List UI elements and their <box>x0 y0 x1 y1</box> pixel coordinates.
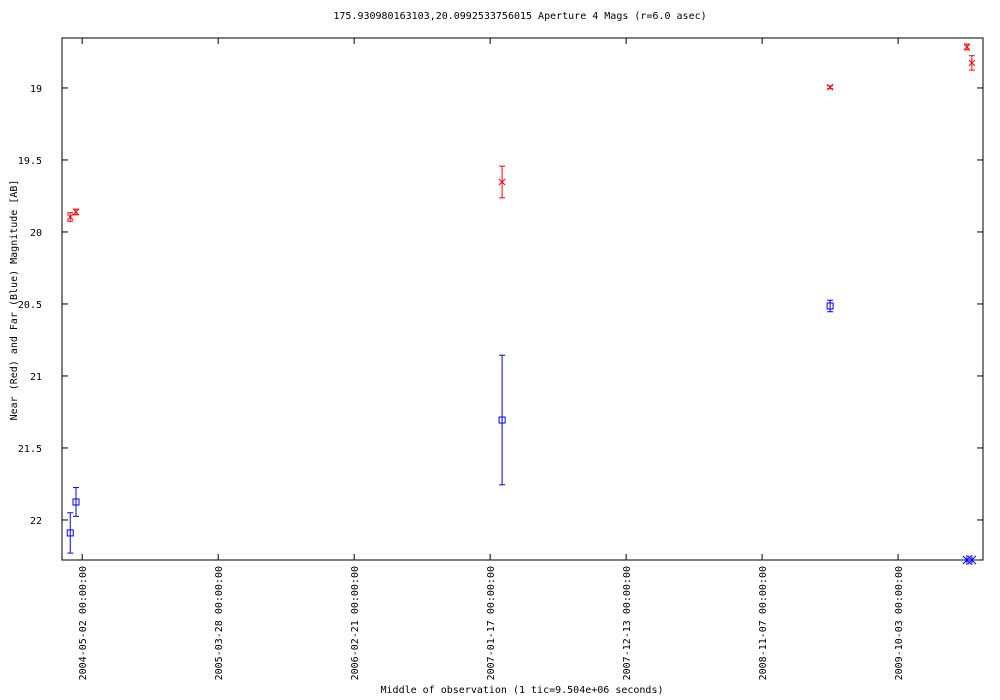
error-bar <box>67 512 74 554</box>
point <box>963 43 971 51</box>
x-tick-label: 2005-03-28 00:00:00 <box>214 566 225 680</box>
point <box>498 178 506 186</box>
point <box>826 83 834 91</box>
x-tick-label: 2007-12-13 00:00:00 <box>622 566 633 680</box>
error-bar <box>827 299 834 313</box>
y-tick-label: 21 <box>30 372 42 383</box>
x-tick-label: 2009-10-03 00:00:00 <box>894 566 905 680</box>
y-tick-label: 19 <box>30 84 42 95</box>
point <box>66 529 74 537</box>
x-axis-label: Middle of observation (1 tic=9.504e+06 s… <box>381 685 664 696</box>
chart-title: 175.930980163103,20.0992533756015 Apertu… <box>333 11 706 22</box>
y-tick-label: 19.5 <box>18 156 42 167</box>
y-tick-label: 20.5 <box>18 300 42 311</box>
x-tick-label: 2007-01-17 00:00:00 <box>486 566 497 680</box>
point <box>968 59 976 67</box>
y-tick-label: 21.5 <box>18 444 42 455</box>
y-tick-label: 20 <box>30 228 42 239</box>
y-axis-label: Near (Red) and Far (Blue) Magnitude [AB] <box>9 180 20 421</box>
x-tick-label: 2004-05-02 00:00:00 <box>78 566 89 680</box>
error-bar <box>499 354 506 486</box>
x-tick-label: 2008-11-07 00:00:00 <box>758 566 769 680</box>
off-scale-marker <box>966 555 977 565</box>
x-tick-label: 2006-02-21 00:00:00 <box>350 566 361 680</box>
plot-frame <box>61 37 984 561</box>
point <box>66 213 74 221</box>
point <box>498 416 506 424</box>
point <box>826 302 834 310</box>
point <box>72 498 80 506</box>
point <box>72 208 80 216</box>
error-bar <box>73 487 80 517</box>
y-tick-label: 22 <box>30 516 42 527</box>
